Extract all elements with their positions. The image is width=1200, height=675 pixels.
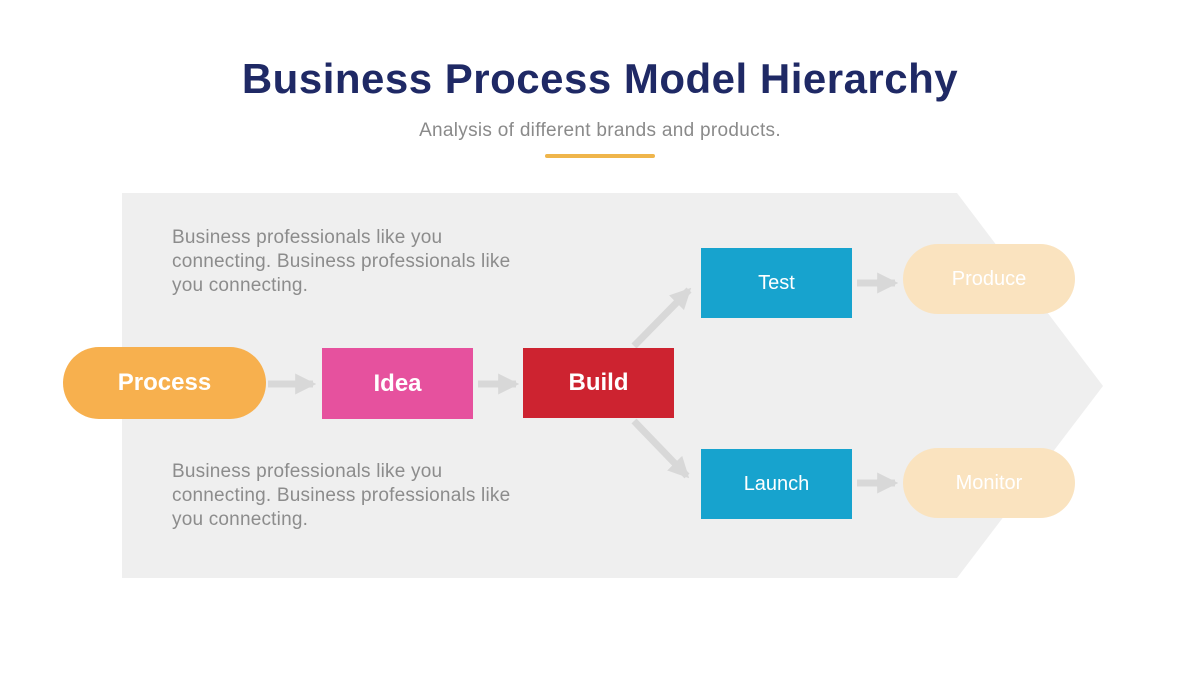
description-line: Business professionals like you bbox=[172, 227, 443, 248]
node-idea: Idea bbox=[322, 348, 473, 419]
node-process: Process bbox=[63, 347, 266, 419]
node-launch: Launch bbox=[701, 449, 852, 519]
description-line: connecting. Business professionals like bbox=[172, 485, 511, 506]
node-build: Build bbox=[523, 348, 674, 418]
description-bottom: Business professionals like you connecti… bbox=[172, 460, 517, 532]
page-title: Business Process Model Hierarchy bbox=[241, 55, 959, 102]
node-test: Test bbox=[701, 248, 852, 318]
description-line: Business professionals like you bbox=[172, 461, 443, 482]
description-line: you connecting. bbox=[172, 509, 309, 530]
description-line: connecting. Business professionals like bbox=[172, 251, 511, 272]
node-monitor: Monitor bbox=[903, 448, 1075, 518]
description-line: you connecting. bbox=[172, 275, 309, 296]
page-subtitle: Analysis of different brands and product… bbox=[419, 120, 781, 141]
accent-underline bbox=[545, 154, 655, 158]
node-produce: Produce bbox=[903, 244, 1075, 314]
description-top: Business professionals like you connecti… bbox=[172, 226, 517, 298]
